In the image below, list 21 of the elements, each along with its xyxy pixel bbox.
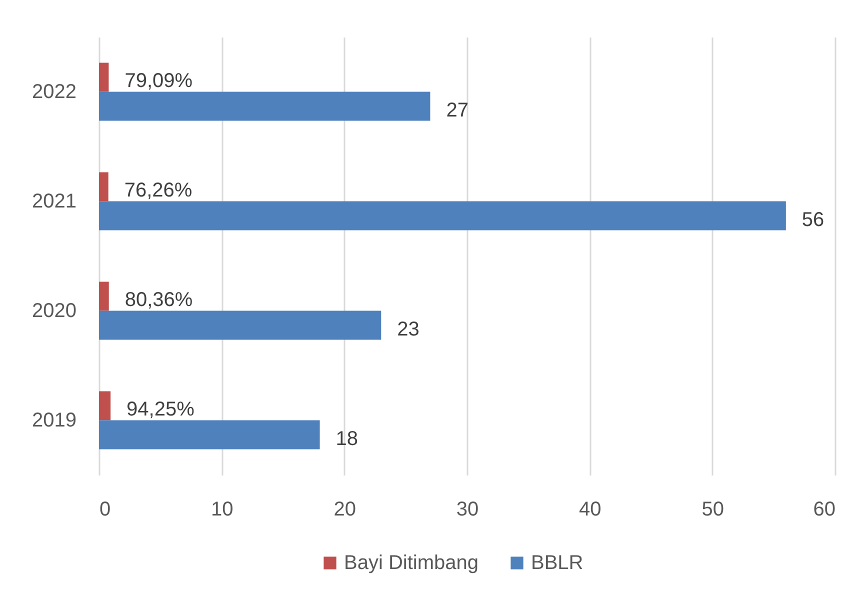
- x-tick-label: 10: [211, 498, 234, 520]
- legend-label: BBLR: [531, 552, 584, 574]
- data-label: 56: [802, 208, 824, 231]
- y-tick-label: 2021: [32, 190, 76, 212]
- y-tick-label: 2022: [32, 80, 76, 103]
- data-label: 18: [336, 428, 358, 450]
- y-tick-label: 2019: [32, 409, 76, 432]
- x-tick-label: 20: [334, 498, 356, 520]
- data-label: 23: [397, 318, 420, 340]
- x-tick-label: 50: [702, 498, 724, 520]
- data-label: 76,26%: [124, 180, 192, 202]
- data-label: 94,25%: [126, 398, 195, 421]
- data-label: 80,36%: [124, 289, 193, 312]
- legend-label: Bayi Ditimbang: [344, 552, 479, 574]
- data-label: 27: [446, 99, 468, 122]
- x-tick-label: 40: [579, 498, 602, 520]
- x-tick-label: 0: [100, 498, 111, 520]
- data-label: 79,09%: [124, 70, 193, 92]
- y-tick-label: 2020: [32, 300, 76, 322]
- x-tick-label: 60: [813, 498, 836, 520]
- x-tick-label: 30: [456, 498, 479, 520]
